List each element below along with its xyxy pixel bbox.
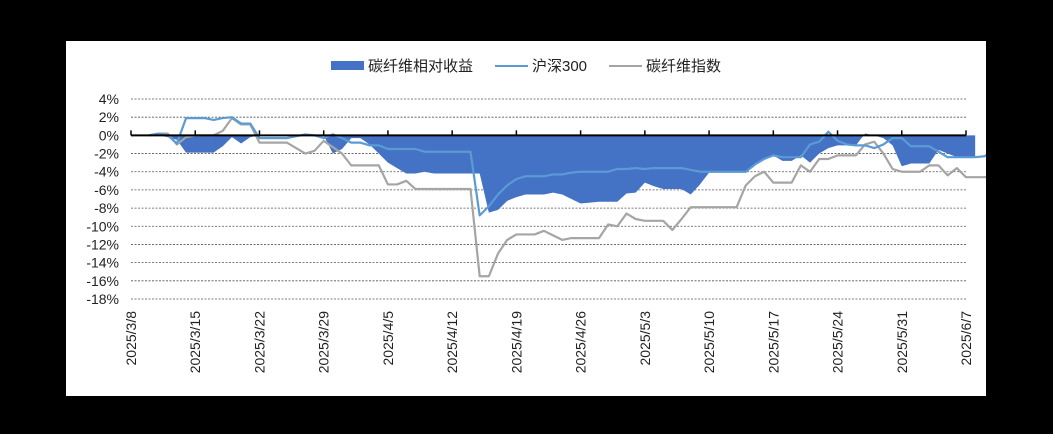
legend-label: 碳纤维相对收益 (367, 58, 473, 75)
legend-swatch-line (494, 64, 528, 67)
y-tick-label: -16% (86, 273, 119, 289)
x-tick-label: 2025/4/5 (380, 311, 396, 366)
y-tick-label: -6% (94, 182, 119, 198)
y-tick-label: 2% (99, 109, 119, 125)
legend-label: 碳纤维指数 (646, 58, 722, 75)
x-tick-label: 2025/5/17 (765, 311, 781, 373)
y-tick-label: -18% (86, 291, 119, 307)
y-tick-label: -12% (86, 236, 119, 252)
x-tick-label: 2025/4/19 (508, 311, 524, 373)
y-tick-label: -2% (94, 146, 119, 162)
chart-panel: 碳纤维相对收益 沪深300 碳纤维指数 4% 2% 0% -2% -4% -6% -8% -1… (66, 41, 986, 396)
x-tick-label: 2025/5/31 (894, 311, 910, 373)
relative-return-area (149, 133, 976, 213)
y-tick-label: -14% (86, 255, 119, 271)
x-tick-label: 2025/5/10 (701, 311, 717, 373)
x-tick-label: 2025/3/22 (251, 311, 267, 373)
carbon-fiber-index-line (149, 116, 986, 278)
chart-legend: 碳纤维相对收益 沪深300 碳纤维指数 (66, 55, 986, 76)
legend-item-csi300: 沪深300 (494, 55, 588, 76)
legend-item-carbon-fiber-index: 碳纤维指数 (609, 55, 721, 76)
y-tick-label: -8% (94, 200, 119, 216)
legend-swatch-area (330, 61, 364, 70)
x-tick-label: 2025/5/24 (830, 311, 846, 373)
y-tick-label: 4% (99, 91, 119, 107)
y-tick-label: 0% (99, 127, 119, 143)
x-tick-label: 2025/4/26 (573, 311, 589, 373)
x-tick-label: 2025/3/29 (316, 311, 332, 373)
legend-item-relative-return: 碳纤维相对收益 (330, 55, 473, 76)
y-tick-label: -10% (86, 218, 119, 234)
y-tick-label: -4% (94, 164, 119, 180)
x-tick-label: 2025/3/8 (123, 311, 139, 366)
x-tick-label: 2025/3/15 (187, 311, 203, 373)
legend-label: 沪深300 (531, 58, 588, 75)
x-tick-label: 2025/6/7 (958, 311, 974, 366)
x-tick-label: 2025/5/3 (637, 311, 653, 366)
legend-swatch-line (609, 64, 643, 67)
x-tick-label: 2025/4/12 (444, 311, 460, 373)
plot-area: 4%2%0%-2%-4%-6%-8%-10%-12%-14%-16%-18%20… (86, 91, 986, 373)
